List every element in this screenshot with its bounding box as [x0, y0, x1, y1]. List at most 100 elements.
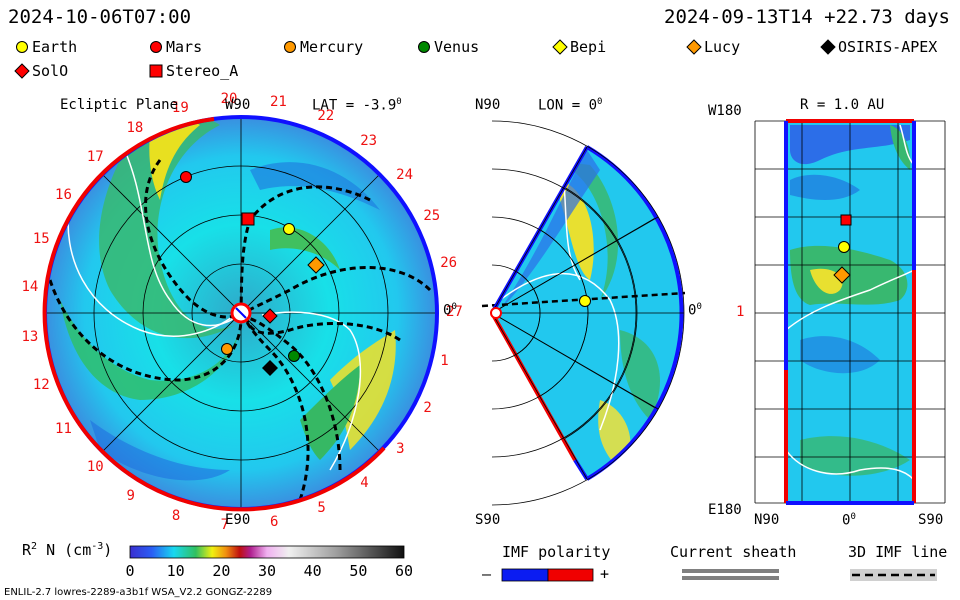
colorbar-tick-label: 10	[166, 562, 185, 580]
ecliptic-lat-label: LAT = -3.90	[312, 97, 402, 114]
imf-negative-swatch	[501, 568, 549, 582]
lucy-marker-ecliptic	[307, 256, 325, 274]
imf-line-title: 3D IMF line	[848, 543, 948, 561]
ecliptic-top-label: W90	[225, 97, 251, 113]
sector-number: 19	[171, 99, 189, 116]
meridional-right-text: 0	[688, 302, 697, 319]
legend-item-lucy: Lucy	[686, 38, 740, 56]
square-icon	[149, 64, 163, 78]
diamond-icon	[14, 63, 30, 79]
mercury-marker-ecliptic	[221, 343, 233, 355]
legend-label: Mercury	[300, 38, 364, 56]
imf-polarity-title: IMF polarity	[502, 543, 611, 561]
radial-bottom-0: 00	[842, 512, 856, 529]
meridional-lon-label: LON = 00	[538, 97, 602, 114]
imf-minus-label: –	[482, 565, 492, 583]
lat-sup: 0	[396, 97, 402, 107]
sector-number: 18	[126, 119, 144, 136]
sector-number: 22	[317, 108, 335, 125]
legend-item-stereo-a: Stereo_A	[148, 62, 238, 80]
ecliptic-plane-panel	[42, 115, 439, 512]
meridional-top-left: N90	[475, 97, 501, 113]
sector-number: 20	[220, 91, 238, 108]
circle-icon	[150, 41, 162, 53]
radial-bottom-0-text: 0	[842, 512, 851, 529]
earth-marker-ecliptic	[283, 223, 295, 235]
run-time: 2024-10-06T07:00	[8, 6, 192, 28]
radial-bottom-s: S90	[918, 512, 944, 528]
sector-number: 24	[396, 167, 414, 184]
cb-label-r: R	[22, 541, 32, 559]
current-sheath-swatch	[682, 569, 779, 573]
diamond-icon	[686, 39, 702, 55]
earth-marker-radial	[838, 241, 850, 253]
sector-number: 4	[360, 474, 369, 491]
legend-label: Bepi	[570, 38, 607, 56]
sector-number: 11	[55, 421, 72, 438]
radial-grid	[754, 120, 946, 504]
earth-marker-meridional	[579, 295, 591, 307]
legend-item-solo: SolO	[14, 62, 68, 80]
circle-icon	[284, 41, 296, 53]
meridional-right-sup: 0	[696, 302, 702, 312]
cb-label-rest: N (cm	[37, 541, 92, 559]
sector-number: 8	[171, 508, 181, 525]
diamond-icon	[820, 39, 836, 55]
sector-number: 17	[86, 149, 104, 166]
cb-label-sup: 2	[31, 541, 38, 552]
sector-number: 16	[55, 186, 72, 203]
colorbar-tick-label: 40	[303, 562, 322, 580]
legend-label: Mars	[166, 38, 203, 56]
ecliptic-body-markers	[180, 171, 325, 376]
sector-number: 9	[126, 488, 135, 505]
legend-label: OSIRIS-APEX	[838, 38, 938, 56]
cb-label-close: )	[103, 541, 113, 559]
lucy-marker-radial	[833, 266, 851, 284]
legend-item-earth: Earth	[14, 38, 77, 56]
sector-number: 3	[396, 440, 405, 457]
ecliptic-right-text: 0	[443, 302, 452, 319]
osiris-apex-marker-ecliptic	[262, 360, 278, 376]
meridional-bottom-left: S90	[475, 512, 501, 528]
sector-number: 6	[269, 513, 279, 530]
sector-number: 26	[440, 254, 458, 271]
legend-label: SolO	[32, 62, 69, 80]
meridional-panel	[481, 120, 686, 506]
mars-marker-ecliptic	[180, 171, 192, 183]
model-time: 2024-09-13T14 +22.73 days	[664, 6, 950, 28]
ecliptic-title: Ecliptic Plane	[60, 97, 179, 113]
radial-mid-left: 1	[736, 304, 745, 320]
current-sheath-title: Current sheath	[670, 543, 797, 561]
colorbar	[129, 545, 405, 559]
sector-number: 25	[423, 208, 441, 225]
lon-sup: 0	[597, 97, 603, 107]
legend-item-mercury: Mercury	[282, 38, 363, 56]
radial-r-label: R = 1.0 AU	[800, 97, 885, 113]
legend-label: Earth	[32, 38, 78, 56]
radial-bottom-n: N90	[754, 512, 780, 528]
colorbar-tick-label: 0	[125, 562, 135, 580]
radial-top-left: W180	[708, 103, 742, 119]
venus-marker-ecliptic	[288, 350, 300, 362]
radial-bottom-0-sup: 0	[850, 512, 856, 522]
legend-label: Venus	[434, 38, 480, 56]
circle-icon	[16, 41, 28, 53]
sector-number: 14	[21, 279, 39, 296]
sector-number: 12	[32, 376, 50, 393]
sector-number: 23	[360, 133, 378, 150]
sector-number: 15	[32, 231, 50, 248]
lat-text: LAT = -3.9	[312, 97, 397, 114]
radial-panel	[754, 119, 946, 505]
sector-number: 7	[220, 516, 230, 533]
lon-text: LON = 0	[538, 97, 598, 114]
imf-positive-swatch	[547, 568, 594, 582]
ecliptic-right-sup: 0	[451, 302, 457, 312]
legend-label: Stereo_A	[166, 62, 239, 80]
stereo-a-marker-ecliptic	[241, 212, 255, 226]
legend-item-osiris-apex: OSIRIS-APEX	[820, 38, 937, 56]
colorbar-tick-label: 60	[395, 562, 414, 580]
ecliptic-bottom-label: E90	[225, 512, 251, 528]
legend-item-mars: Mars	[148, 38, 202, 56]
circle-icon	[418, 41, 430, 53]
cb-unit-sup: -3	[91, 541, 104, 552]
